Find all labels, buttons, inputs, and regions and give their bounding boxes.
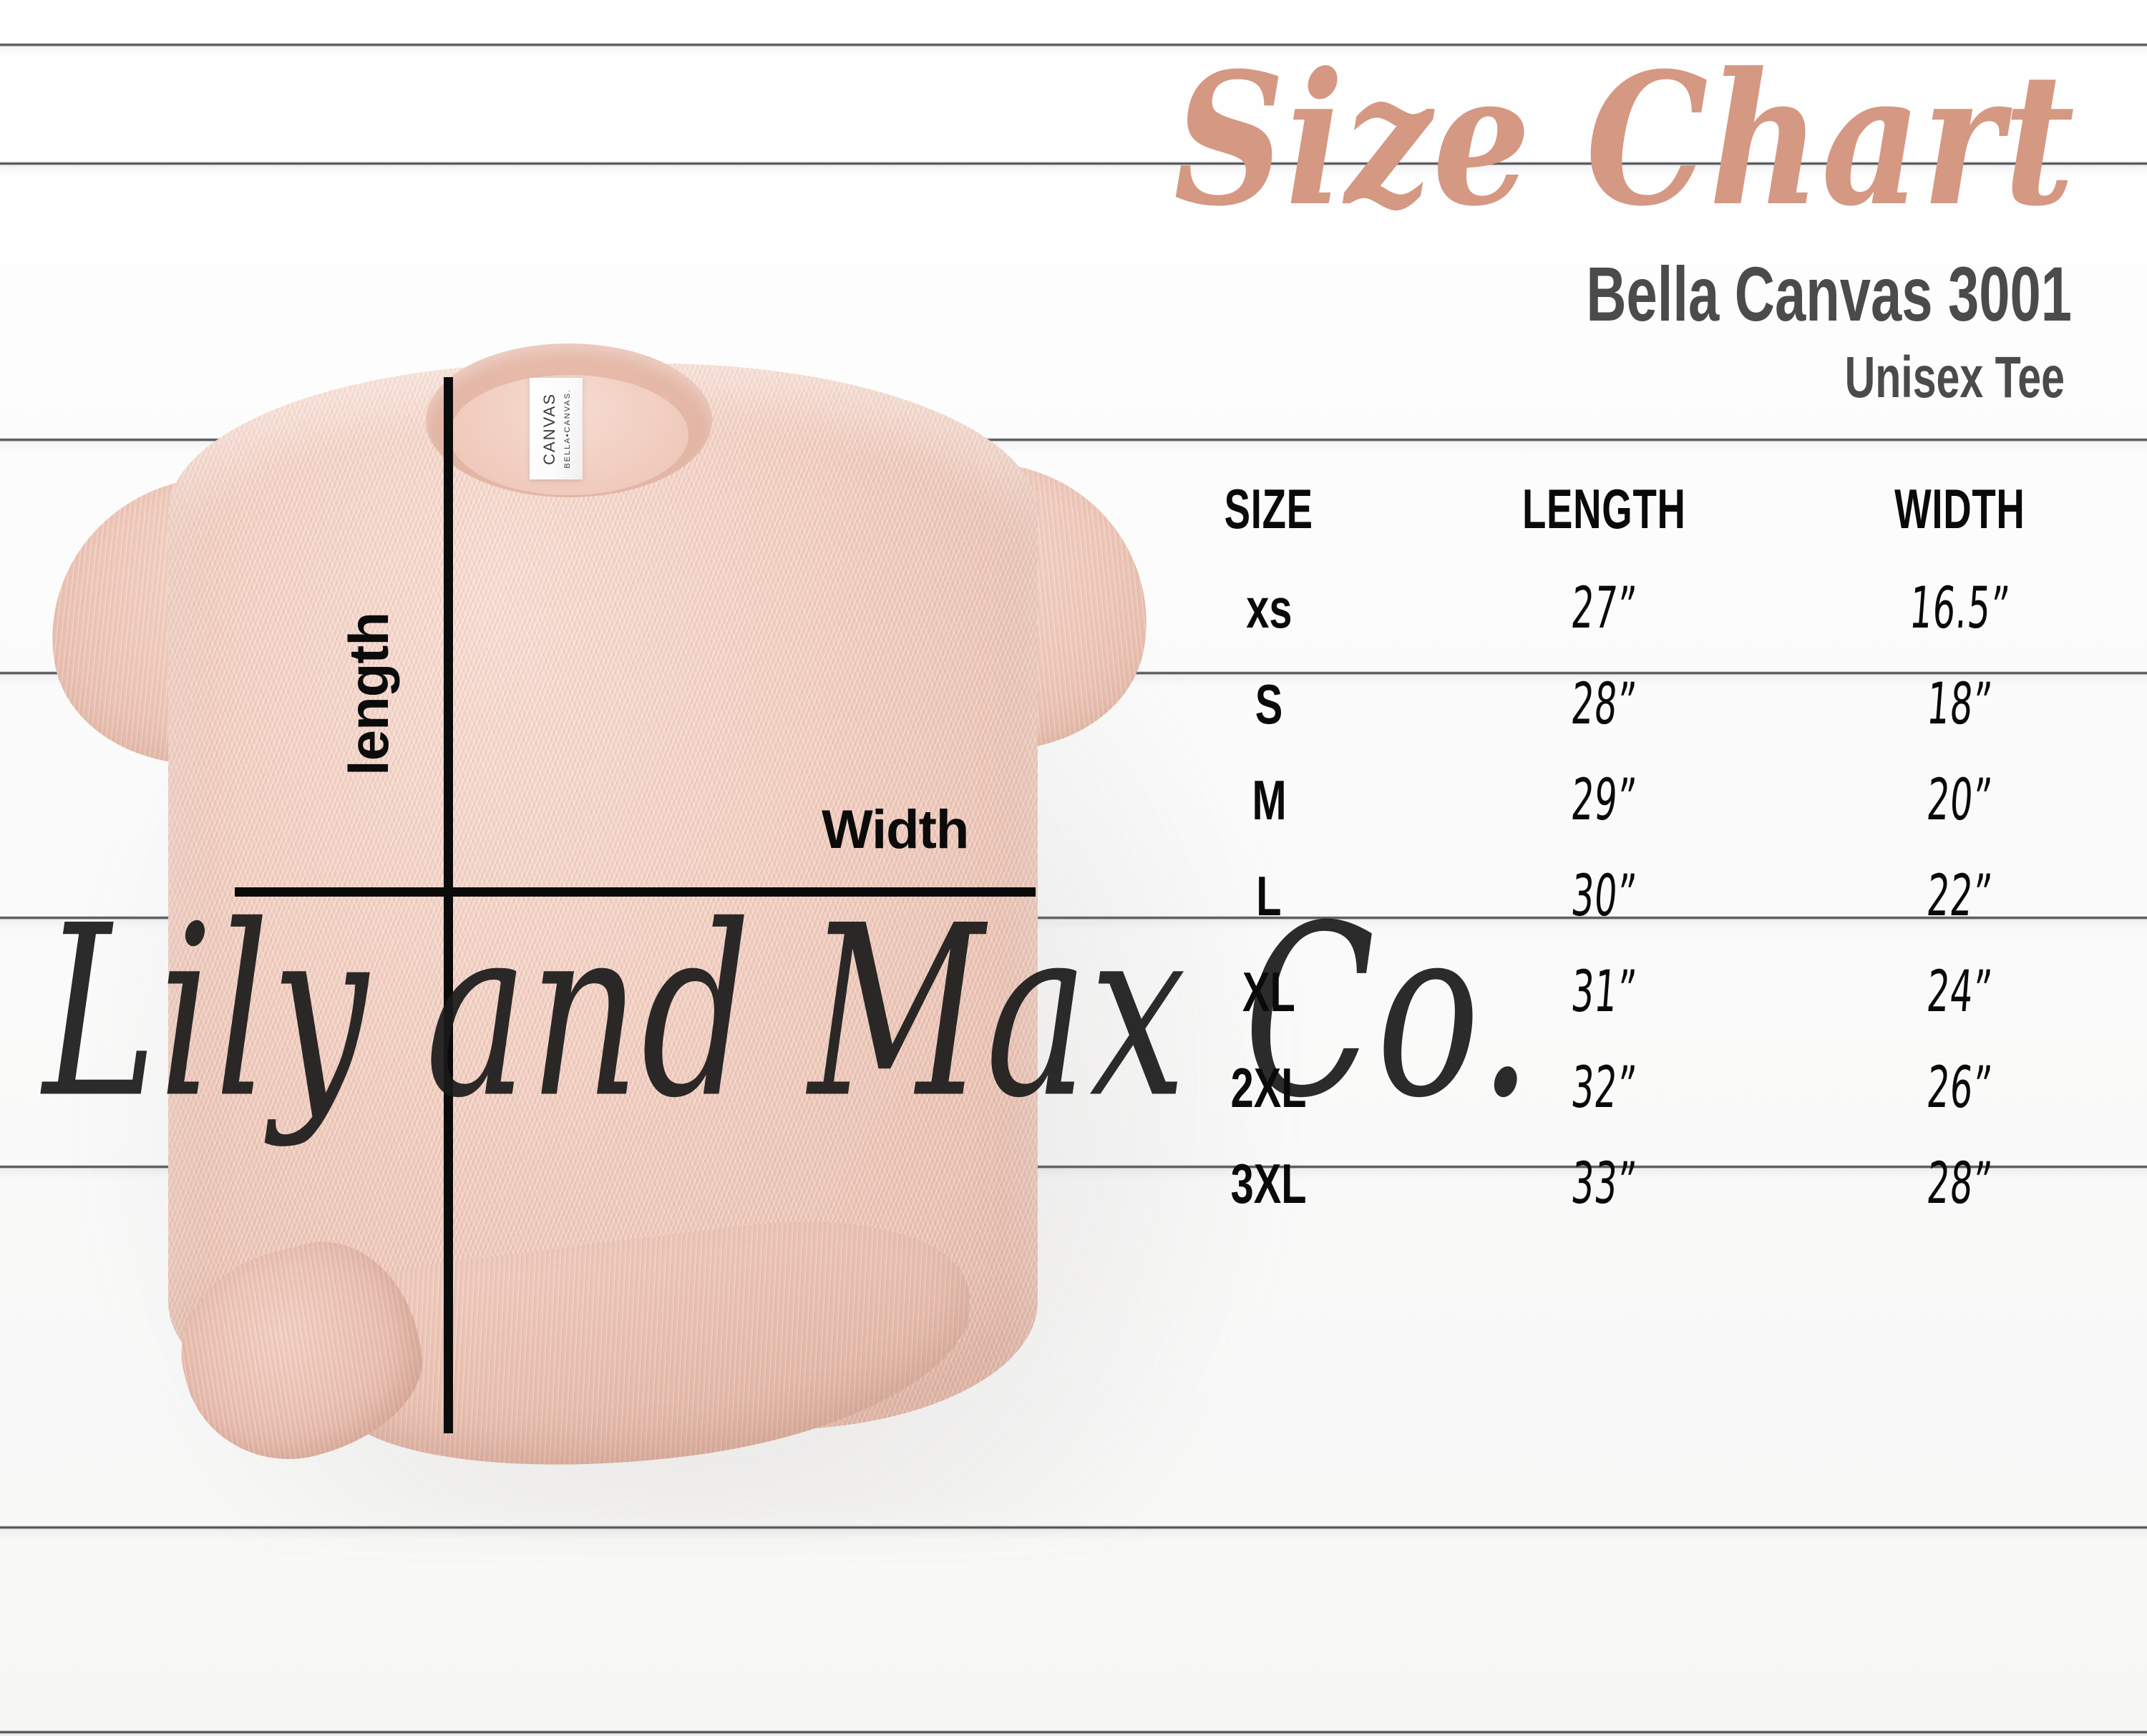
width-value: 22” xyxy=(1924,862,1995,929)
cell-width: 24” xyxy=(1787,944,2133,1040)
size-value: L xyxy=(1256,864,1282,927)
cell-size: XL xyxy=(1116,944,1421,1040)
neck-label-sub: BELLA•CANVAS. xyxy=(563,389,572,469)
column-header-size-text: SIZE xyxy=(1224,477,1314,540)
size-value: M xyxy=(1251,769,1287,832)
page-title: Size Chart xyxy=(1173,32,2075,247)
table-row: M 29” 20” xyxy=(1116,752,2133,848)
width-value: 18” xyxy=(1924,670,1995,737)
cell-size: 3XL xyxy=(1116,1136,1421,1232)
column-header-size: SIZE xyxy=(1116,476,1421,560)
table-row: XL 31” 24” xyxy=(1116,944,2133,1040)
table-row: L 30” 22” xyxy=(1116,848,2133,944)
info-panel: Size Chart Bella Canvas 3001 Unisex Tee … xyxy=(1116,29,2133,1232)
length-value: 31” xyxy=(1569,958,1640,1025)
length-value: 32” xyxy=(1569,1054,1640,1121)
cell-width: 20” xyxy=(1787,752,2133,848)
width-value: 28” xyxy=(1924,1150,1995,1216)
cell-length: 32” xyxy=(1421,1040,1787,1136)
cell-size: xs xyxy=(1116,560,1421,656)
column-header-width-text: WIDTH xyxy=(1894,477,2025,540)
plank-seam xyxy=(0,162,2147,177)
width-value: 16.5” xyxy=(1907,575,2012,641)
cell-length: 28” xyxy=(1421,656,1787,752)
size-value: S xyxy=(1255,673,1283,736)
plank-seam xyxy=(0,1526,2147,1541)
neck-label-brand: CANVAS xyxy=(540,392,558,465)
cell-width: 26” xyxy=(1787,1040,2133,1136)
size-table: SIZE LENGTH WIDTH xs 27” 16.5” S 28” 18”… xyxy=(1116,476,2133,1232)
cell-length: 31” xyxy=(1421,944,1787,1040)
length-guide-line xyxy=(444,377,453,1433)
width-value: 26” xyxy=(1924,1054,1995,1121)
cell-length: 30” xyxy=(1421,848,1787,944)
column-header-length: LENGTH xyxy=(1421,476,1787,560)
plank-seam xyxy=(0,1730,2147,1736)
length-label: length xyxy=(337,613,400,776)
table-row: S 28” 18” xyxy=(1116,656,2133,752)
length-value: 29” xyxy=(1569,766,1640,833)
width-label: Width xyxy=(822,799,969,860)
cell-width: 28” xyxy=(1787,1136,2133,1232)
size-value: 2XL xyxy=(1231,1056,1307,1119)
width-guide-line xyxy=(235,887,1036,897)
width-value: 20” xyxy=(1924,766,1995,833)
cell-size: 2XL xyxy=(1116,1040,1421,1136)
length-value: 30” xyxy=(1569,862,1640,929)
column-header-length-text: LENGTH xyxy=(1522,477,1686,540)
size-value: 3XL xyxy=(1231,1152,1307,1215)
cell-width: 22” xyxy=(1787,848,2133,944)
length-value: 27” xyxy=(1569,575,1640,641)
table-row: xs 27” 16.5” xyxy=(1116,560,2133,656)
cell-size: S xyxy=(1116,656,1421,752)
brand-name: Bella Canvas 3001 xyxy=(1586,250,2073,337)
table-header-row: SIZE LENGTH WIDTH xyxy=(1116,476,2133,560)
cell-length: 27” xyxy=(1421,560,1787,656)
cell-size: L xyxy=(1116,848,1421,944)
cell-length: 33” xyxy=(1421,1136,1787,1232)
brand-subtitle: Unisex Tee xyxy=(1844,345,2065,410)
length-value: 28” xyxy=(1569,670,1640,737)
plank-seam xyxy=(0,43,2147,58)
tshirt-photo: CANVAS BELLA•CANVAS. xyxy=(29,343,1331,1589)
neck-label: CANVAS BELLA•CANVAS. xyxy=(530,378,583,479)
size-value: XL xyxy=(1242,960,1295,1023)
cell-width: 16.5” xyxy=(1787,560,2133,656)
cell-length: 29” xyxy=(1421,752,1787,848)
column-header-width: WIDTH xyxy=(1787,476,2133,560)
cell-size: M xyxy=(1116,752,1421,848)
table-row: 2XL 32” 26” xyxy=(1116,1040,2133,1136)
length-value: 33” xyxy=(1569,1150,1640,1216)
size-value: xs xyxy=(1245,577,1292,640)
table-row: 3XL 33” 28” xyxy=(1116,1136,2133,1232)
width-value: 24” xyxy=(1924,958,1995,1025)
cell-width: 18” xyxy=(1787,656,2133,752)
